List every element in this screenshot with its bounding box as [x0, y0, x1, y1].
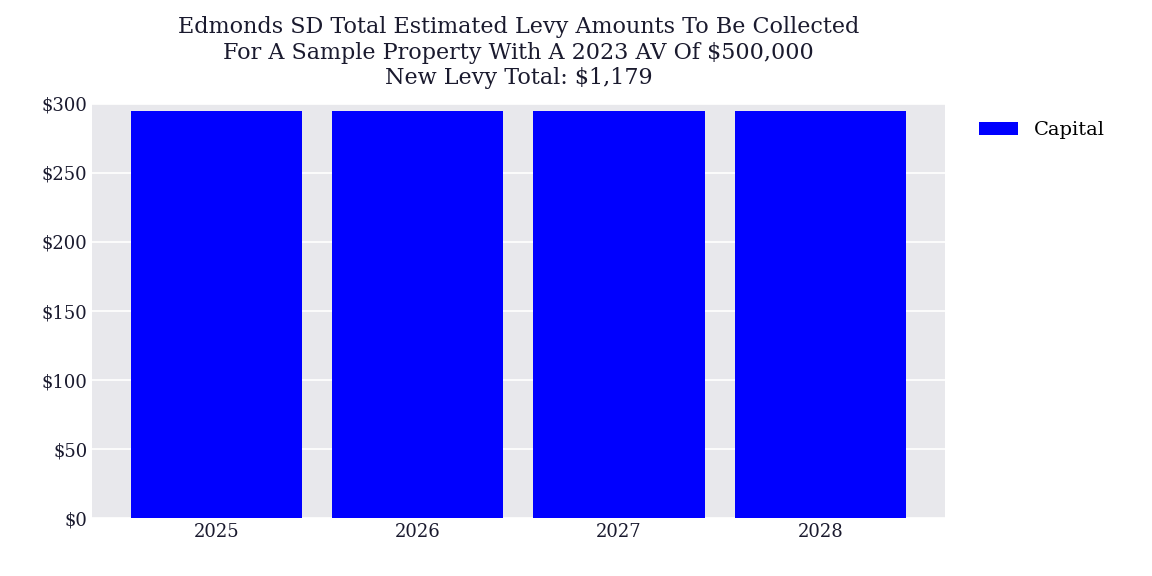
- Bar: [533, 111, 705, 518]
- Legend: Capital: Capital: [971, 113, 1113, 147]
- Bar: [332, 111, 503, 518]
- Title: Edmonds SD Total Estimated Levy Amounts To Be Collected
For A Sample Property Wi: Edmonds SD Total Estimated Levy Amounts …: [177, 17, 859, 89]
- Bar: [735, 111, 905, 518]
- Bar: [131, 111, 302, 518]
